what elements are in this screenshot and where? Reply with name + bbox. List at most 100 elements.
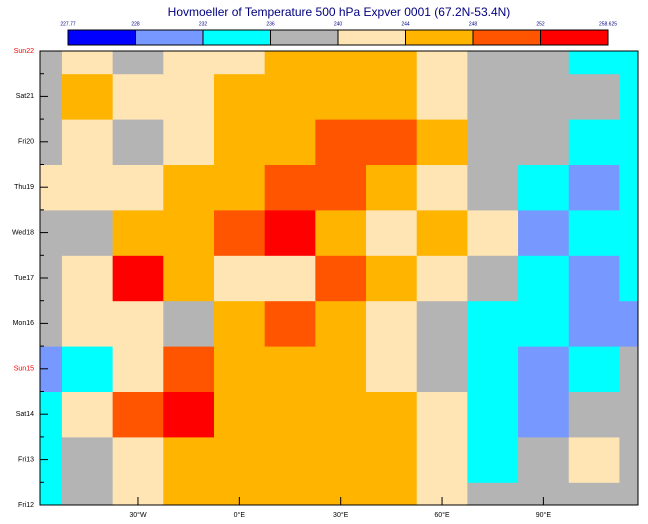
field-cell xyxy=(518,119,570,165)
colorbar-box xyxy=(67,29,136,46)
field-cell xyxy=(163,300,215,347)
field-cell xyxy=(61,391,114,438)
colorbar-label: 248 xyxy=(469,21,478,27)
field-cell xyxy=(40,482,63,505)
field-cell xyxy=(366,73,418,120)
field-cell xyxy=(416,346,468,392)
field-cell xyxy=(61,51,114,75)
y-tick-label: Fri12 xyxy=(18,502,34,509)
field-cell xyxy=(467,391,519,438)
colorbar-label: 232 xyxy=(199,21,208,27)
field-cell xyxy=(416,119,468,165)
field-cell xyxy=(467,51,519,75)
field-cell xyxy=(619,346,638,392)
field-cell xyxy=(619,300,638,347)
field-cell xyxy=(264,164,316,211)
plot-frame xyxy=(39,50,639,506)
field-cell xyxy=(213,209,266,256)
field-cell xyxy=(112,300,164,347)
field-cell xyxy=(416,51,468,75)
field-cell xyxy=(416,73,468,120)
field-cell xyxy=(568,482,620,505)
field-cell xyxy=(518,346,570,392)
field-cell xyxy=(568,164,620,211)
field-cell xyxy=(163,119,215,165)
field-cell xyxy=(163,51,215,75)
y-tick-label: Sat14 xyxy=(16,411,34,418)
colorbar-label: 240 xyxy=(334,21,343,27)
field-cell xyxy=(467,482,519,505)
field-cell xyxy=(568,300,620,347)
field-cell xyxy=(518,209,570,256)
field-cell xyxy=(467,164,519,211)
colorbar-label: 252 xyxy=(536,21,545,27)
field-cell xyxy=(163,255,215,302)
field-cell xyxy=(416,391,468,438)
field-cell xyxy=(619,73,638,120)
field-cell xyxy=(315,346,367,392)
field-cell xyxy=(467,73,519,120)
field xyxy=(40,51,638,505)
field-cell xyxy=(213,482,266,505)
field-cell xyxy=(568,346,620,392)
field-cell xyxy=(163,391,215,438)
field-cell xyxy=(61,73,114,120)
field-cell xyxy=(213,164,266,211)
chart-title: Hovmoeller of Temperature 500 hPa Expver… xyxy=(168,5,511,19)
field-cell xyxy=(112,482,164,505)
field-cell xyxy=(315,73,367,120)
field-cell xyxy=(40,255,63,302)
field-cell xyxy=(568,51,620,75)
field-cell xyxy=(264,300,316,347)
field-cell xyxy=(213,391,266,438)
field-cell xyxy=(112,255,164,302)
field-cell xyxy=(619,391,638,438)
field-cell xyxy=(366,436,418,483)
field-cell xyxy=(264,119,316,165)
field-cell xyxy=(40,436,63,483)
field-cell xyxy=(518,300,570,347)
field-cell xyxy=(213,51,266,75)
colorbar-box xyxy=(540,29,609,46)
colorbar-box xyxy=(405,29,474,46)
field-cell xyxy=(163,73,215,120)
colorbar-box xyxy=(337,29,406,46)
field-cell xyxy=(568,391,620,438)
y-tick-label: Sun15 xyxy=(14,366,34,373)
field-cell xyxy=(213,255,266,302)
field-cell xyxy=(40,51,63,75)
field-cell xyxy=(264,73,316,120)
field-cell xyxy=(568,119,620,165)
field-cell xyxy=(366,119,418,165)
field-cell xyxy=(264,482,316,505)
field-cell xyxy=(619,255,638,302)
y-tick-label: Mon16 xyxy=(13,320,35,327)
field-cell xyxy=(213,346,266,392)
field-cell xyxy=(315,119,367,165)
field-cell xyxy=(467,119,519,165)
field-cell xyxy=(163,346,215,392)
y-tick-label: Sat21 xyxy=(16,93,34,100)
field-cell xyxy=(61,436,114,483)
field-cell xyxy=(61,300,114,347)
field-cell xyxy=(264,255,316,302)
field-cell xyxy=(416,209,468,256)
field-cell xyxy=(264,51,316,75)
field-cell xyxy=(315,436,367,483)
field-cell xyxy=(40,164,63,211)
colorbar-box xyxy=(202,29,271,46)
field-cell xyxy=(518,164,570,211)
field-cell xyxy=(40,391,63,438)
colorbar-label: 258.625 xyxy=(599,21,617,27)
field-cell xyxy=(518,73,570,120)
x-tick-label: 90°E xyxy=(536,511,552,519)
field-cell xyxy=(112,119,164,165)
field-cell xyxy=(40,119,63,165)
field-cell xyxy=(416,300,468,347)
y-tick-label: Fri13 xyxy=(18,456,34,463)
field-cell xyxy=(264,436,316,483)
field-cell xyxy=(61,164,114,211)
field-cell xyxy=(568,436,620,483)
field-cell xyxy=(61,482,114,505)
field-cell xyxy=(213,73,266,120)
